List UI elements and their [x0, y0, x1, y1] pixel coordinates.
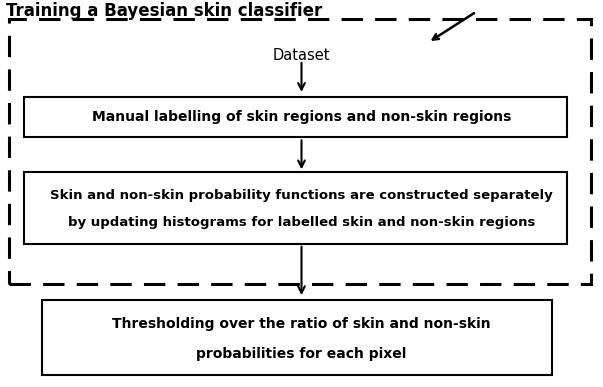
- Text: Thresholding over the ratio of skin and non-skin: Thresholding over the ratio of skin and …: [112, 317, 491, 331]
- Text: Skin and non-skin probability functions are constructed separately: Skin and non-skin probability functions …: [50, 189, 553, 202]
- Text: Manual labelling of skin regions and non-skin regions: Manual labelling of skin regions and non…: [92, 110, 511, 124]
- Text: by updating histograms for labelled skin and non-skin regions: by updating histograms for labelled skin…: [68, 216, 535, 229]
- Text: Training a Bayesian skin classifier: Training a Bayesian skin classifier: [6, 2, 322, 20]
- FancyBboxPatch shape: [24, 97, 567, 137]
- FancyBboxPatch shape: [42, 300, 552, 375]
- Text: probabilities for each pixel: probabilities for each pixel: [197, 347, 406, 361]
- FancyBboxPatch shape: [24, 172, 567, 244]
- Text: Dataset: Dataset: [273, 48, 330, 63]
